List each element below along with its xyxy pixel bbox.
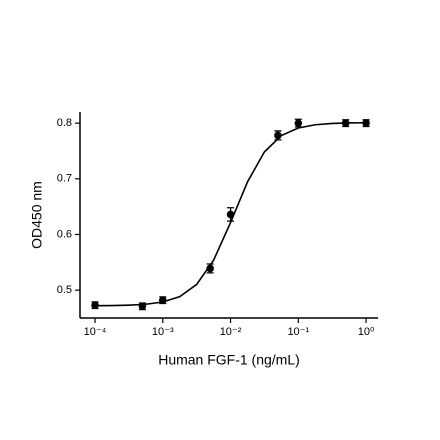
y-tick-label: 0.5 xyxy=(57,284,72,296)
data-point xyxy=(274,131,282,140)
data-point xyxy=(138,302,147,311)
y-tick-label: 0.6 xyxy=(57,228,72,240)
x-axis-label: Human FGF-1 (ng/mL) xyxy=(158,352,300,368)
y-tick-label: 0.7 xyxy=(57,173,72,185)
data-point xyxy=(341,119,350,127)
data-point xyxy=(158,296,167,304)
data-point xyxy=(294,119,303,127)
data-point xyxy=(91,301,99,309)
data-point xyxy=(362,119,370,127)
x-tick-label: 10⁻³ xyxy=(152,326,174,338)
x-tick-label: 10⁻⁴ xyxy=(84,326,107,338)
x-tick-label: 10⁻¹ xyxy=(287,326,309,338)
y-tick-label: 0.8 xyxy=(57,117,72,129)
x-tick-label: 10⁻² xyxy=(220,326,242,338)
y-axis-label: OD450 nm xyxy=(29,181,45,249)
x-tick-label: 10⁰ xyxy=(358,326,375,338)
data-point xyxy=(206,264,214,273)
data-point xyxy=(226,210,235,219)
